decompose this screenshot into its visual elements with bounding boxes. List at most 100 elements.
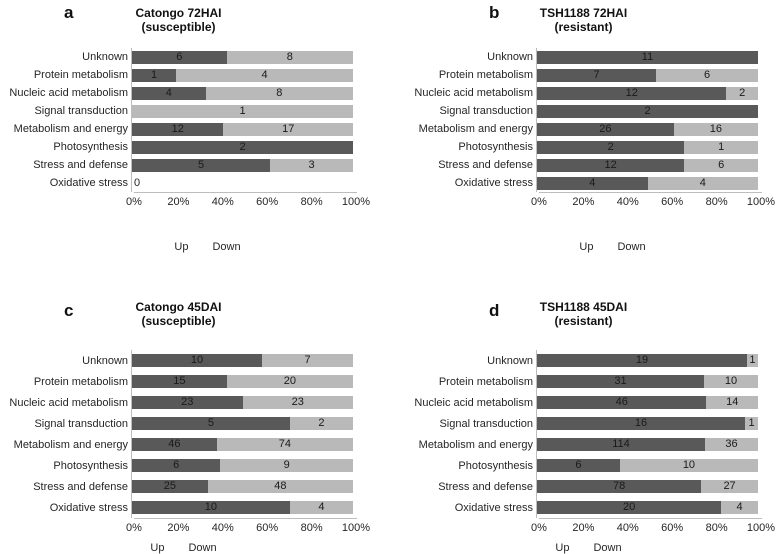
bar-segment-down: 17 <box>223 122 353 136</box>
legend-up-label: Up <box>174 241 189 253</box>
category-label: Metabolism and energy <box>418 123 533 135</box>
bar-segment-down: 9 <box>220 459 353 472</box>
chart-row: Metabolism and energy 12 17 <box>0 120 389 138</box>
bar-value-label: 36 <box>725 438 738 450</box>
bar-segment-down: 74 <box>216 438 353 451</box>
bar-value-label: 4 <box>318 501 325 513</box>
x-axis-tick: 60% <box>256 196 279 208</box>
chart-row: Metabolism and energy 26 16 <box>405 120 778 138</box>
category-label: Unknown <box>487 354 533 367</box>
bar-segment-down: 3 <box>270 158 353 172</box>
x-axis-tick: 100% <box>746 522 776 534</box>
bar-value-label: 15 <box>173 375 186 387</box>
chart-title-line2: (resistant) <box>554 314 613 328</box>
bar-segment-down: 27 <box>701 480 758 493</box>
chart-row: Nucleic acid metabolism 23 23 <box>0 392 389 413</box>
bar-track: 114 36 <box>536 434 758 455</box>
bar-track: 2 <box>536 102 758 120</box>
chart-title-line1: Catongo 72HAI <box>135 6 222 20</box>
bar-track: 12 2 <box>536 84 758 102</box>
bar-segment-down: 6 <box>656 68 758 82</box>
bar-value-label: 1 <box>151 68 158 81</box>
x-axis-tick: 60% <box>256 522 279 534</box>
bar-segment-up: 4 <box>537 176 648 190</box>
zero-value-label: 0 <box>134 177 141 189</box>
bar-track: 0 <box>131 174 353 192</box>
legend-down-swatch <box>201 244 208 251</box>
category-label: Nucleic acid metabolism <box>9 396 128 409</box>
bar-value-label: 4 <box>589 176 596 189</box>
x-axis-tick: 40% <box>211 522 234 534</box>
chart-title-line1: TSH1188 72HAI <box>539 6 628 20</box>
bar-value-label: 25 <box>163 480 176 492</box>
chart-row: Signal transduction 2 <box>405 102 778 120</box>
chart-row: Protein metabolism 1 4 <box>0 66 389 84</box>
panel-letter-d: d <box>489 301 500 320</box>
chart-row: Nucleic acid metabolism 12 2 <box>405 84 778 102</box>
chart-row: Stress and defense 5 3 <box>0 156 389 174</box>
bar-value-label: 10 <box>682 459 696 471</box>
x-axis-line <box>134 518 357 519</box>
x-axis-tick: 60% <box>661 522 684 534</box>
bar-value-label: 8 <box>286 50 293 63</box>
stacked-bar-chart-d: Unknown 19 1 Protein metabolism 31 10 Nucleic … <box>405 350 778 535</box>
legend-down-swatch <box>582 545 589 552</box>
bar-segment-up: 6 <box>132 50 227 64</box>
bar-value-label: 10 <box>204 501 218 513</box>
legend-down-label: Down <box>593 542 622 554</box>
category-label: Signal transduction <box>34 417 128 430</box>
category-label: Oxidative stress <box>454 177 533 189</box>
chart-row: Protein metabolism 31 10 <box>405 371 778 392</box>
bar-segment-down: 2 <box>726 86 758 100</box>
bar-value-label: 2 <box>607 140 614 153</box>
bar-track: 78 27 <box>536 476 758 497</box>
bar-value-label: 2 <box>739 86 746 99</box>
bar-segment-down: 16 <box>673 122 758 136</box>
x-axis: 0% 20% 40% 60% 80% 100% <box>126 193 370 209</box>
legend-up-label: Up <box>579 241 594 253</box>
bar-segment-up: 10 <box>132 501 290 514</box>
x-axis-tick: 80% <box>300 196 323 208</box>
x-axis-tick: 40% <box>616 522 639 534</box>
category-label: Stress and defense <box>33 159 128 171</box>
bar-value-label: 6 <box>703 68 711 81</box>
legend-down-label: Down <box>212 241 241 253</box>
x-axis: 0% 20% 40% 60% 80% 100% <box>531 193 775 209</box>
category-label: Protein metabolism <box>33 375 128 388</box>
bar-value-label: 14 <box>726 396 739 408</box>
bar-value-label: 23 <box>291 396 304 408</box>
category-label: Stress and defense <box>33 480 128 493</box>
chart-title-a: Catongo 72HAI (susceptible) <box>0 6 357 34</box>
chart-title-line2: (resistant) <box>554 20 613 34</box>
panel-letter-c: c <box>64 301 74 320</box>
bar-value-label: 4 <box>736 501 743 513</box>
legend-up-label: Up <box>555 542 570 554</box>
chart-row: Signal transduction 5 2 <box>0 413 389 434</box>
bar-track: 15 20 <box>131 371 353 392</box>
bar-segment-up: 23 <box>132 396 243 409</box>
chart-row: Oxidative stress 10 4 <box>0 497 389 518</box>
x-axis: 0% 20% 40% 60% 80% 100% <box>126 519 370 535</box>
x-axis-tick: 100% <box>341 196 371 208</box>
bar-value-label: 1 <box>748 417 755 429</box>
bar-segment-up: 2 <box>132 140 353 154</box>
bar-value-label: 4 <box>165 86 172 99</box>
bar-value-label: 6 <box>575 459 582 471</box>
category-label: Photosynthesis <box>458 141 533 153</box>
chart-legend-b: Up Down <box>433 241 778 253</box>
category-label: Oxidative stress <box>454 501 533 514</box>
bar-track: 10 7 <box>131 350 353 371</box>
category-label: Signal transduction <box>439 105 533 117</box>
x-axis-line <box>539 518 762 519</box>
bar-track: 26 16 <box>536 120 758 138</box>
bar-value-label: 16 <box>709 122 723 135</box>
x-axis-tick: 0% <box>126 196 142 208</box>
bar-segment-up: 12 <box>132 122 224 136</box>
category-label: Metabolism and energy <box>13 438 128 451</box>
bar-track: 1 <box>131 102 353 120</box>
bar-segment-up: 12 <box>537 158 685 172</box>
bar-segment-down: 1 <box>684 140 758 154</box>
